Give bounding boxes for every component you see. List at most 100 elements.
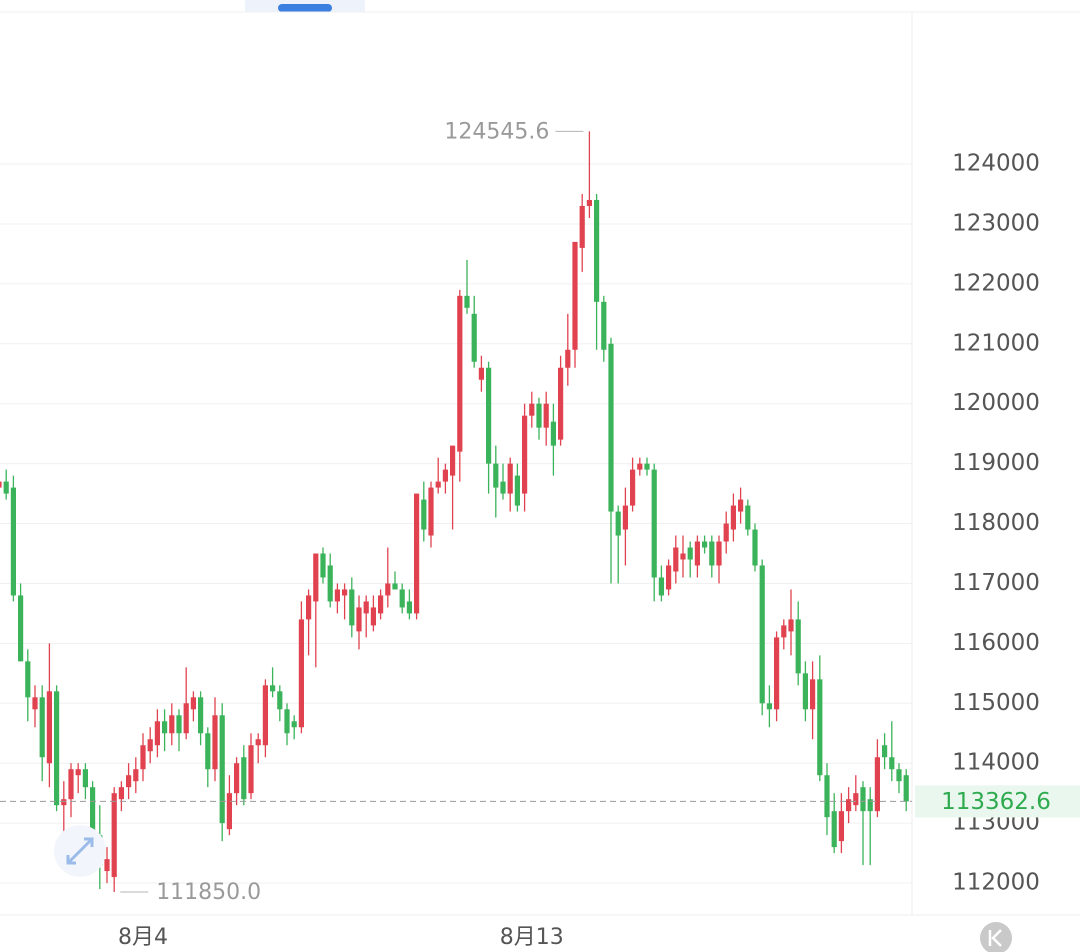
- candle-body: [666, 565, 672, 590]
- candle-body: [111, 793, 117, 878]
- candle-body: [82, 769, 88, 788]
- candle-body: [298, 619, 304, 728]
- candle-body: [356, 607, 362, 632]
- candle-body: [702, 541, 708, 548]
- candle-body: [529, 403, 535, 416]
- candle-body: [306, 595, 312, 620]
- candle-body: [370, 607, 376, 626]
- candle-body: [205, 733, 211, 770]
- candle-body: [658, 577, 664, 596]
- candle-body: [745, 505, 751, 530]
- candle-body: [255, 739, 261, 746]
- candle-body: [10, 487, 16, 596]
- candle-body: [169, 715, 175, 734]
- y-tick-label: 123000: [952, 210, 1040, 236]
- candle-body: [320, 553, 326, 578]
- candle-body: [234, 763, 240, 794]
- candle-body: [687, 547, 693, 560]
- expand-button[interactable]: [54, 825, 106, 877]
- candle-body: [25, 661, 31, 698]
- candle-body: [630, 469, 636, 506]
- candle-body: [75, 769, 81, 776]
- candle-body: [651, 469, 657, 578]
- candle-body: [565, 349, 571, 368]
- candle-body: [838, 811, 844, 842]
- candle-body: [442, 469, 448, 482]
- candle-body: [68, 769, 74, 800]
- candle-body: [183, 703, 189, 734]
- min-label: 111850.0: [156, 880, 261, 905]
- candle-body: [774, 637, 780, 710]
- candle-body: [766, 703, 772, 710]
- candle-body: [536, 403, 542, 428]
- candle-body: [824, 775, 830, 818]
- candle-body: [478, 367, 484, 380]
- overlay: 124545.6 111850.0 113362.6: [0, 119, 1080, 905]
- candle-body: [543, 403, 549, 428]
- candle-body: [709, 541, 715, 566]
- candle-body: [334, 589, 340, 602]
- candle-body: [558, 367, 564, 440]
- candle-body: [507, 463, 513, 494]
- scroll-end-button[interactable]: [980, 922, 1012, 952]
- candle-body: [133, 769, 139, 782]
- candle-body: [716, 541, 722, 566]
- candle-body: [594, 199, 600, 302]
- candle-body: [39, 697, 45, 758]
- candle-body: [810, 679, 816, 710]
- candle-body: [363, 601, 369, 614]
- candle-body: [104, 859, 110, 872]
- y-tick-label: 119000: [952, 450, 1040, 476]
- candle-body: [406, 601, 412, 614]
- candle-body: [493, 463, 499, 488]
- candle-body: [608, 343, 614, 512]
- candle-body: [500, 481, 506, 494]
- candle-body: [421, 499, 427, 530]
- candle-body: [414, 493, 420, 614]
- candle-body: [176, 715, 182, 734]
- candle-body: [291, 721, 297, 728]
- x-tick-label: 8月13: [500, 925, 564, 950]
- candles: [0, 131, 909, 893]
- candle-body: [680, 553, 686, 560]
- candle-body: [392, 583, 398, 590]
- candle-body: [342, 589, 348, 596]
- candle-body: [118, 787, 124, 800]
- candle-body: [126, 775, 132, 788]
- candle-body: [860, 787, 866, 812]
- candle-body: [399, 589, 405, 608]
- y-tick-label: 121000: [952, 330, 1040, 356]
- candle-body: [61, 799, 67, 806]
- candle-body: [162, 721, 168, 734]
- candle-body: [385, 583, 391, 596]
- candle-body: [572, 241, 578, 350]
- y-tick-label: 124000: [952, 151, 1040, 177]
- candle-body: [579, 205, 585, 248]
- candle-body: [18, 595, 24, 662]
- candle-body: [781, 625, 787, 638]
- candle-body: [874, 757, 880, 812]
- candle-body: [248, 745, 254, 794]
- candle-body: [0, 481, 2, 488]
- candle-body: [615, 511, 621, 536]
- candle-body: [154, 721, 160, 746]
- candle-body: [802, 673, 808, 710]
- candle-body: [673, 547, 679, 572]
- y-tick-label: 114000: [952, 750, 1040, 776]
- candle-body: [284, 709, 290, 734]
- candle-body: [601, 301, 607, 350]
- y-tick-label: 118000: [952, 510, 1040, 536]
- candle-body: [486, 367, 492, 464]
- candle-body: [90, 787, 96, 836]
- candle-body: [723, 523, 729, 542]
- candle-body: [464, 295, 470, 308]
- y-tick-label: 116000: [952, 630, 1040, 656]
- candle-body: [550, 421, 556, 446]
- x-tick-label: 8月4: [118, 925, 168, 950]
- candle-body: [32, 697, 38, 710]
- y-tick-label: 115000: [952, 690, 1040, 716]
- candle-body: [637, 463, 643, 470]
- candle-body: [896, 769, 902, 782]
